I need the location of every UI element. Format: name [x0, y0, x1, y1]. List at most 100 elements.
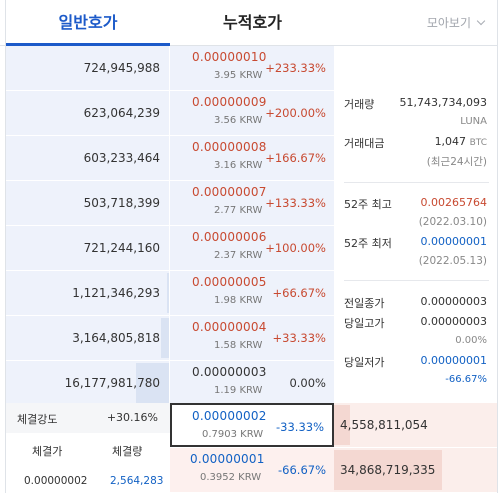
ask-change-pct: +66.67% [272, 286, 327, 300]
ask-qty: 1,121,346,293 [72, 286, 160, 300]
ask-row[interactable]: 721,244,160 0.00000006 2.37 KRW +100.00% [6, 226, 334, 271]
divider [344, 182, 489, 183]
ask-price: 0.00000008 [192, 140, 267, 154]
ask-price-cell[interactable]: 0.00000006 2.37 KRW +100.00% [170, 226, 334, 270]
ask-price-cell[interactable]: 0.00000008 3.16 KRW +166.67% [170, 136, 334, 180]
volume-unit: LUNA [460, 116, 487, 127]
ask-price-cell[interactable]: 0.00000007 2.77 KRW +133.33% [170, 181, 334, 225]
ask-price: 0.00000006 [192, 230, 267, 244]
trade-amount-label: 거래대금 [344, 137, 385, 150]
ask-qty: 3,164,805,818 [72, 331, 160, 345]
ask-qty-cell: 721,244,160 [6, 226, 169, 270]
trade-price-header: 체결가 [32, 445, 63, 458]
day-low-pct: -66.67% [445, 374, 487, 385]
bid-qty: 4,558,811,054 [340, 418, 428, 432]
view-mode-dropdown[interactable]: 모아보기 [426, 0, 486, 46]
ask-price: 0.00000003 [192, 365, 267, 379]
ask-price-cell[interactable]: 0.00000010 3.95 KRW +233.33% [170, 46, 334, 90]
low-52w-date: (2022.05.13) [418, 255, 487, 267]
ask-volume-bar [136, 363, 169, 403]
ask-price: 0.00000009 [192, 95, 267, 109]
ask-krw: 1.58 KRW [214, 340, 263, 351]
trade-strength-panel: 체결강도 +30.16% 체결가 체결량 0.00000002 2,564,28… [6, 403, 170, 493]
volume-value: 51,743,734,093 [399, 96, 487, 109]
ask-qty: 623,064,239 [83, 106, 160, 120]
ask-qty-cell: 16,177,981,780 [6, 361, 169, 405]
bid-volume-bar [334, 450, 442, 490]
ask-qty: 16,177,981,780 [64, 376, 160, 390]
ask-qty-cell: 3,164,805,818 [6, 316, 169, 360]
ask-row[interactable]: 724,945,988 0.00000010 3.95 KRW +233.33% [6, 46, 334, 91]
market-info-panel: 거래량 51,743,734,093 LUNA 거래대금 1,047 BTC (… [335, 46, 498, 403]
last-trade-qty: 2,564,283 [110, 475, 164, 487]
trade-strength-row: 체결강도 +30.16% [6, 403, 170, 433]
trade-strength-value: +30.16% [106, 411, 158, 424]
ask-price: 0.00000007 [192, 185, 267, 199]
ask-row[interactable]: 503,718,399 0.00000007 2.77 KRW +133.33% [6, 181, 334, 226]
ask-krw: 3.56 KRW [214, 115, 263, 126]
ask-orders: 724,945,988 0.00000010 3.95 KRW +233.33% 623… [6, 46, 334, 406]
day-low-label: 당일저가 [344, 356, 385, 369]
day-high-value: 0.00000003 [420, 315, 487, 328]
ask-qty: 724,945,988 [83, 61, 160, 75]
ask-krw: 3.95 KRW [214, 70, 263, 81]
ask-row[interactable]: 16,177,981,780 0.00000003 1.19 KRW 0.00% [6, 361, 334, 406]
ask-krw: 2.37 KRW [214, 250, 263, 261]
ask-row[interactable]: 623,064,239 0.00000009 3.56 KRW +200.00% [6, 91, 334, 136]
bid-qty: 34,868,719,335 [340, 463, 436, 477]
bid-price: 0.00000001 [190, 452, 265, 466]
ask-price: 0.00000004 [192, 320, 267, 334]
bid-krw: 0.7903 KRW [202, 429, 264, 440]
ask-price-cell[interactable]: 0.00000004 1.58 KRW +33.33% [170, 316, 334, 360]
ask-qty-cell: 623,064,239 [6, 91, 169, 135]
ask-price-cell[interactable]: 0.00000009 3.56 KRW +200.00% [170, 91, 334, 135]
high-52w-date: (2022.03.10) [418, 216, 487, 228]
ask-krw: 2.77 KRW [214, 205, 263, 216]
tab-cumulative-orderbook[interactable]: 누적호가 [223, 13, 282, 32]
bid-price-cell[interactable]: 0.00000002 0.7903 KRW -33.33% [163, 403, 334, 447]
volume-label: 거래량 [344, 98, 375, 111]
ask-change-pct: +100.00% [265, 241, 326, 255]
ask-krw: 3.16 KRW [214, 160, 263, 171]
day-high-label: 당일고가 [344, 317, 385, 330]
day-low-value: 0.00000001 [420, 354, 487, 367]
bid-change-pct: -66.67% [278, 463, 326, 477]
bid-krw: 0.3952 KRW [200, 472, 262, 483]
bid-qty-cell[interactable]: 4,558,811,054 [334, 403, 498, 447]
divider [344, 280, 489, 281]
ask-price-cell[interactable]: 0.00000005 1.98 KRW +66.67% [170, 271, 334, 315]
ask-qty-cell: 603,233,464 [6, 136, 169, 180]
ask-change-pct: +200.00% [265, 106, 326, 120]
prev-close-label: 전일종가 [344, 297, 385, 310]
tab-general-orderbook[interactable]: 일반호가 [6, 0, 170, 46]
ask-row[interactable]: 603,233,464 0.00000008 3.16 KRW +166.67% [6, 136, 334, 181]
ask-change-pct: +33.33% [272, 331, 327, 345]
low-52w-label: 52주 최저 [344, 237, 392, 250]
ask-qty-cell: 1,121,346,293 [6, 271, 169, 315]
trade-amount: 1,047 BTC [435, 135, 487, 148]
ask-change-pct: +166.67% [265, 151, 326, 165]
view-mode-label: 모아보기 [426, 16, 471, 30]
ask-row[interactable]: 3,164,805,818 0.00000004 1.58 KRW +33.33% [6, 316, 334, 361]
orderbook-tabs: 일반호가 누적호가 모아보기 [0, 0, 498, 46]
ask-qty: 603,233,464 [83, 151, 160, 165]
trade-amount-value: 1,047 [434, 135, 467, 148]
ask-change-pct: +233.33% [265, 61, 326, 75]
divider [5, 0, 6, 493]
high-52w-value: 0.00265764 [420, 196, 487, 209]
ask-price-cell[interactable]: 0.00000003 1.19 KRW 0.00% [170, 361, 334, 405]
chevron-down-icon [476, 16, 486, 26]
bid-volume-bar [334, 405, 350, 445]
ask-krw: 1.19 KRW [214, 385, 263, 396]
bid-price: 0.00000002 [192, 409, 267, 423]
ask-qty-cell: 724,945,988 [6, 46, 169, 90]
bid-price-cell[interactable]: 0.00000001 0.3952 KRW -66.67% [170, 448, 334, 492]
trade-qty-header: 체결량 [112, 445, 143, 458]
high-52w-label: 52주 최고 [344, 198, 392, 211]
bid-qty-cell[interactable]: 34,868,719,335 [334, 448, 498, 492]
last-trade-price: 0.00000002 [24, 475, 88, 487]
ask-row[interactable]: 1,121,346,293 0.00000005 1.98 KRW +66.67% [6, 271, 334, 316]
ask-volume-bar [167, 273, 169, 313]
ask-change-pct: +133.33% [265, 196, 326, 210]
ask-qty-cell: 503,718,399 [6, 181, 169, 225]
